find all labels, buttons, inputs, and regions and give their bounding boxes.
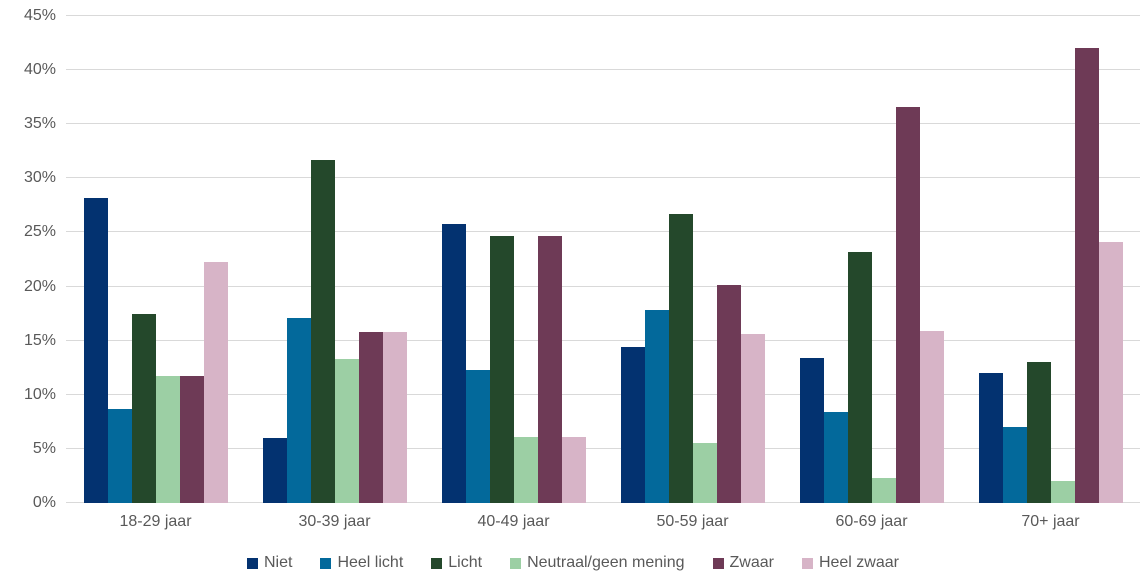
bar	[668, 214, 693, 503]
legend-swatch-icon	[801, 557, 813, 569]
bar	[203, 261, 228, 503]
y-axis-tick-label: 30%	[23, 169, 56, 187]
bar	[799, 357, 824, 503]
legend-swatch-icon	[247, 557, 258, 569]
bar	[262, 438, 287, 503]
x-axis: 18-29 jaar 30-39 jaar 40-49 jaar 50-59 jaar…	[66, 511, 1140, 535]
legend-label: Heel zwaar	[818, 554, 899, 571]
x-axis-tick-label: 50-59 jaar	[656, 513, 729, 530]
gridline	[66, 502, 1140, 503]
gridline	[66, 447, 1140, 449]
gridline	[66, 123, 1140, 125]
bar	[310, 159, 335, 503]
bar	[179, 376, 204, 503]
bar	[823, 412, 848, 503]
legend-item: Neutraal/geen mening	[510, 554, 685, 572]
gridline	[66, 339, 1140, 341]
gridline	[66, 285, 1140, 287]
legend-label: Niet	[264, 554, 293, 571]
bar	[740, 334, 765, 503]
legend-item: Zwaar	[712, 554, 774, 572]
bar	[286, 317, 311, 503]
y-axis-tick-label: 20%	[23, 277, 56, 295]
bar	[895, 106, 920, 503]
legend-item: Licht	[431, 554, 482, 572]
y-axis-tick-label: 5%	[32, 439, 56, 457]
bar	[692, 443, 717, 503]
legend-swatch-icon	[431, 557, 443, 569]
bar	[919, 330, 944, 503]
bar	[1002, 427, 1027, 503]
bar	[334, 359, 359, 503]
y-axis-tick-label: 15%	[23, 331, 56, 349]
legend-swatch-icon	[712, 557, 724, 569]
bar	[1050, 481, 1075, 503]
bar	[107, 408, 132, 503]
bar	[561, 437, 586, 503]
plot-area	[66, 15, 1140, 503]
bar	[358, 332, 383, 503]
y-axis-tick-label: 35%	[23, 115, 56, 133]
gridline	[66, 231, 1140, 233]
x-axis-tick-label: 70+ jaar	[1021, 513, 1080, 530]
gridline	[66, 69, 1140, 71]
bar	[537, 235, 562, 503]
bar	[620, 347, 645, 503]
y-axis-tick-label: 25%	[23, 223, 56, 241]
x-axis-tick-label: 60-69 jaar	[835, 513, 908, 530]
legend: Niet Heel licht Licht Neutraal/geen mening Z…	[0, 550, 1146, 576]
legend-swatch-icon	[510, 557, 522, 569]
bar-group	[66, 16, 245, 503]
y-axis-tick-label: 10%	[23, 385, 56, 403]
x-axis-tick-label: 18-29 jaar	[119, 513, 192, 530]
bar-group	[245, 16, 424, 503]
legend-item: Niet	[247, 554, 292, 572]
bar-group	[782, 16, 961, 503]
legend-item: Heel licht	[320, 554, 403, 572]
bar	[155, 376, 180, 503]
bar	[644, 310, 669, 503]
bar	[441, 223, 466, 503]
bar	[83, 197, 108, 503]
legend-item: Heel zwaar	[801, 554, 899, 572]
y-axis: 0% 5% 10% 15% 20% 25% 30% 35% 40% 45%	[0, 7, 56, 511]
bar	[131, 313, 156, 503]
y-axis-tick-label: 40%	[23, 61, 56, 79]
legend-label: Licht	[448, 554, 483, 571]
bar	[489, 235, 514, 503]
bar-group	[424, 16, 603, 503]
bar	[513, 437, 538, 503]
bar	[1074, 48, 1099, 503]
y-axis-tick-label: 45%	[23, 7, 56, 24]
bar-group	[603, 16, 782, 503]
bar	[382, 332, 407, 503]
bar	[847, 251, 872, 503]
legend-swatch-icon	[320, 557, 332, 569]
x-axis-tick-label: 30-39 jaar	[298, 513, 371, 530]
gridline	[66, 15, 1140, 16]
legend-label: Heel licht	[337, 554, 404, 571]
bar	[716, 285, 741, 503]
gridline	[66, 393, 1140, 395]
x-axis-tick-label: 40-49 jaar	[477, 513, 550, 530]
bar	[871, 478, 896, 503]
bar	[1098, 242, 1123, 503]
bar	[465, 369, 490, 503]
legend-label: Neutraal/geen mening	[527, 554, 685, 571]
legend-label: Zwaar	[729, 554, 774, 571]
bar-group	[961, 16, 1140, 503]
bar	[1026, 362, 1051, 503]
bar	[978, 373, 1003, 503]
gridline	[66, 177, 1140, 179]
y-axis-tick-label: 0%	[32, 494, 56, 511]
